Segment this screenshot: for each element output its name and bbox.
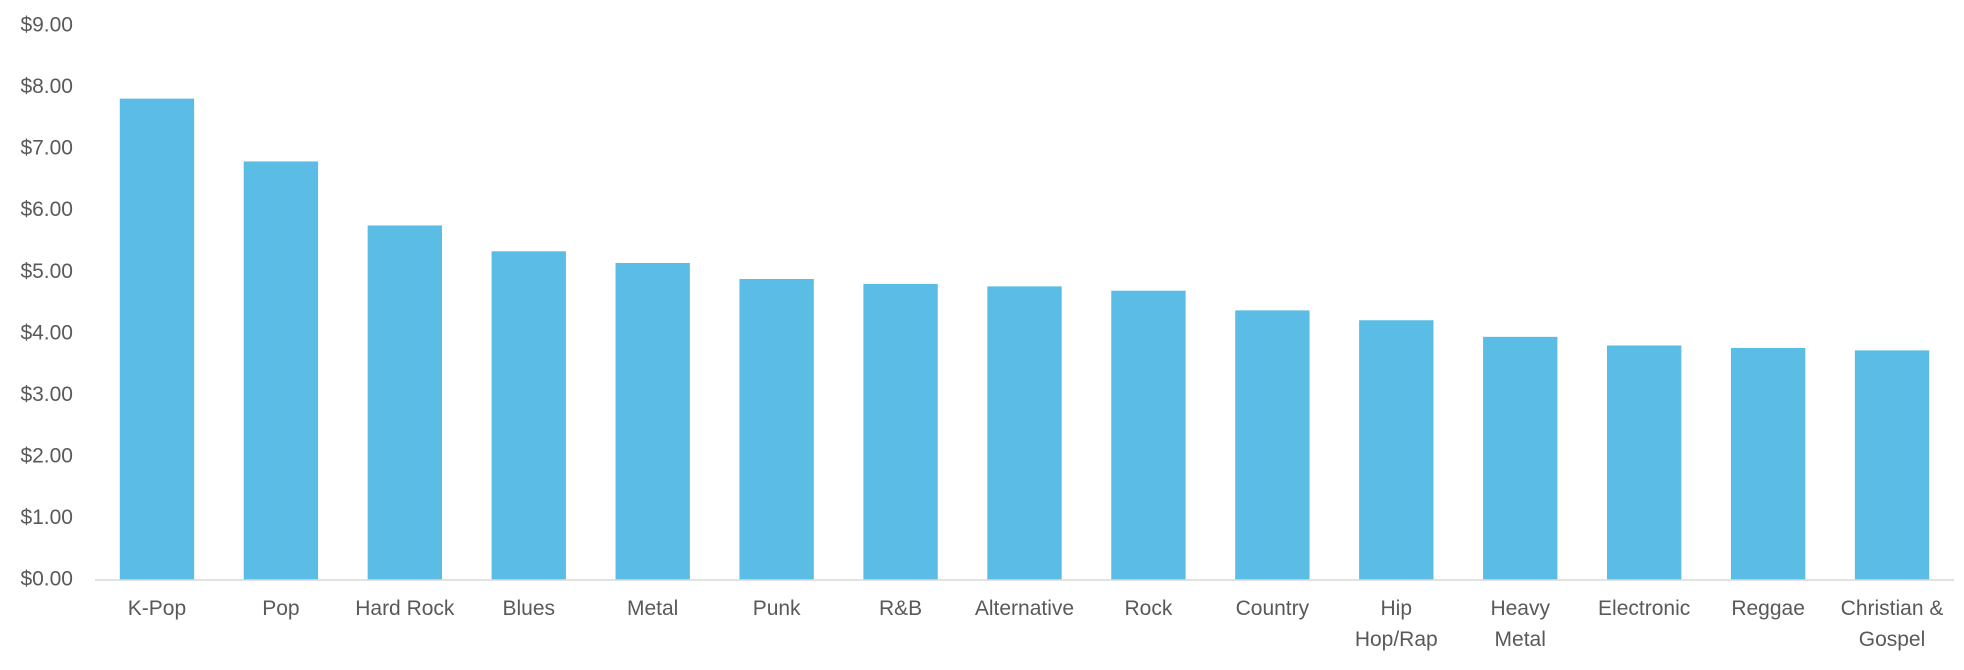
y-tick-label: $8.00	[20, 75, 73, 98]
y-tick-label: $5.00	[20, 260, 73, 283]
y-tick-label: $4.00	[20, 321, 73, 344]
x-tick-label: Country	[1235, 597, 1310, 620]
bar	[1606, 345, 1682, 580]
x-tick-label: K-Pop	[127, 597, 187, 620]
bar	[615, 262, 690, 580]
y-tick-label: $0.00	[20, 568, 73, 591]
bar	[987, 286, 1062, 580]
x-tick-label: R&B	[878, 597, 923, 620]
bar	[491, 251, 566, 580]
bar	[119, 98, 195, 580]
x-tick-label: Rock	[1124, 597, 1173, 620]
y-tick-label: $6.00	[20, 198, 73, 221]
bar	[739, 278, 814, 580]
bar	[1854, 350, 1930, 580]
y-tick-label: $7.00	[20, 137, 73, 160]
bar	[1730, 347, 1806, 580]
y-tick-label: $2.00	[20, 444, 73, 467]
x-tick-label: Hip Hop/Rap	[1354, 597, 1438, 651]
bar	[1359, 320, 1434, 580]
x-tick-label: Punk	[752, 597, 801, 620]
x-tick-label: Reggae	[1731, 597, 1805, 620]
x-tick-label: Blues	[502, 597, 556, 620]
x-tick-label: Alternative	[974, 597, 1075, 620]
bar	[243, 161, 319, 580]
bar	[1483, 336, 1558, 580]
bar	[1235, 310, 1310, 580]
x-tick-label: Electronic	[1598, 597, 1691, 620]
y-tick-label: $1.00	[20, 506, 73, 529]
y-tick-label: $9.00	[20, 14, 73, 37]
bar	[863, 283, 938, 580]
x-tick-label: Heavy Metal	[1490, 597, 1550, 651]
x-tick-label: Hard Rock	[355, 597, 455, 620]
bar	[367, 225, 443, 580]
bar	[1111, 290, 1186, 580]
x-tick-label: Pop	[262, 597, 300, 620]
y-tick-label: $3.00	[20, 383, 73, 406]
x-tick-label: Christian & Gospel	[1840, 597, 1944, 651]
x-tick-label: Metal	[627, 597, 679, 620]
